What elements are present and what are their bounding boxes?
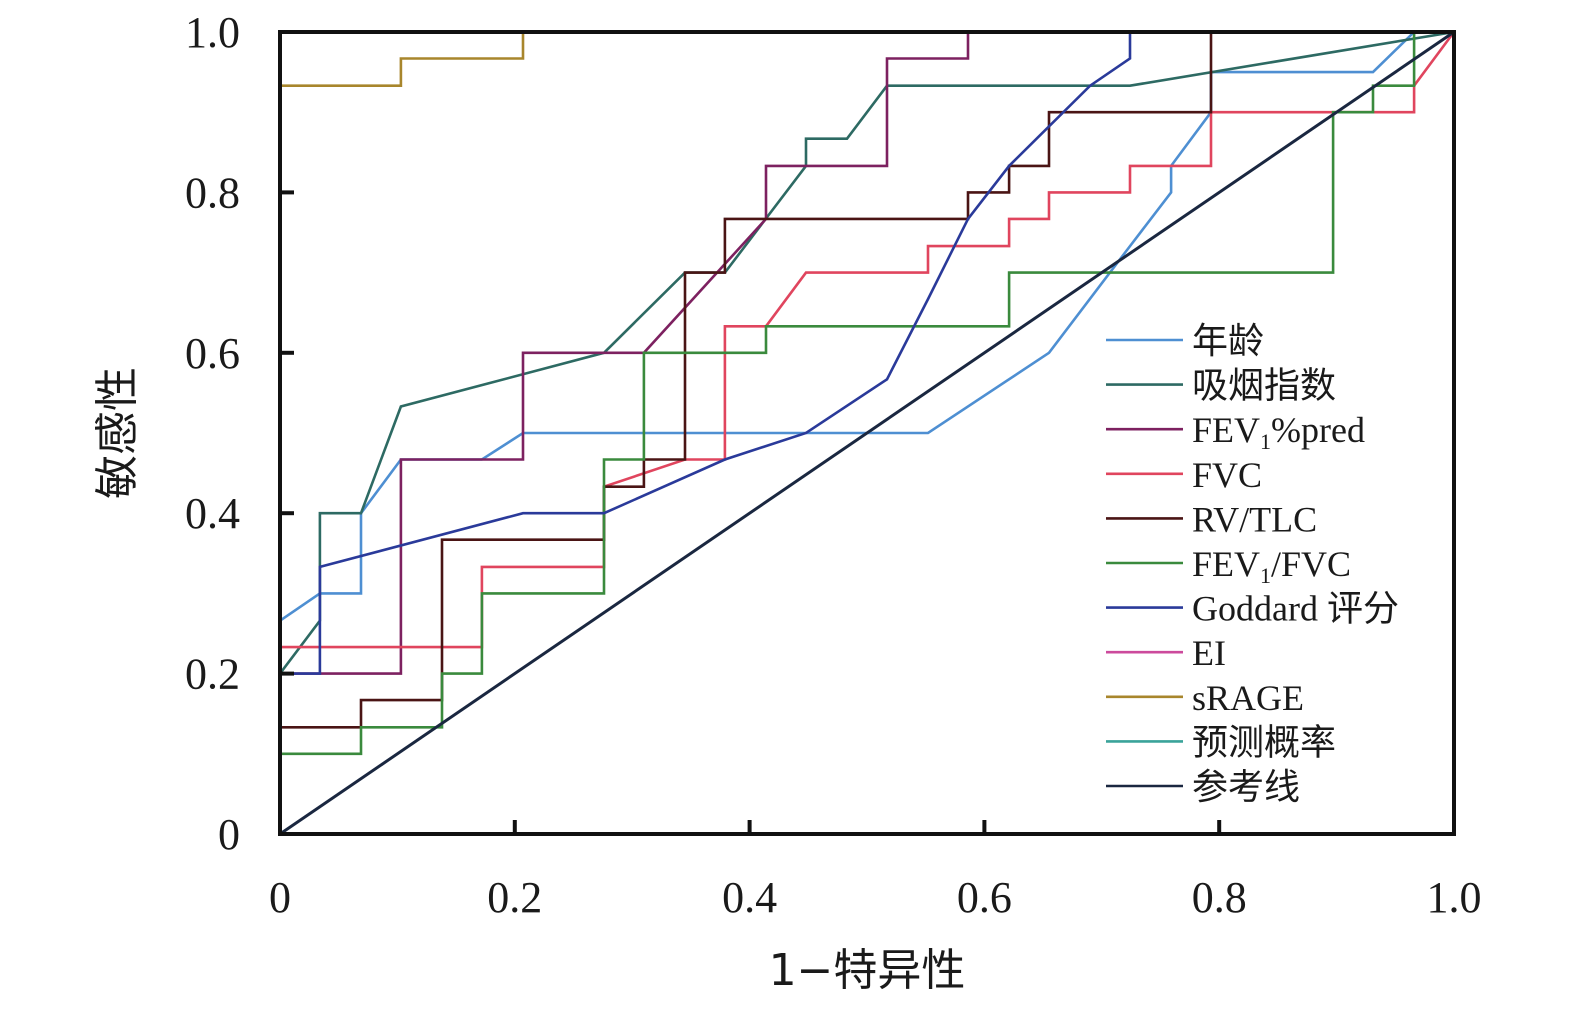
legend-label: sRAGE [1192,678,1304,718]
series-line-11 [279,30,1455,836]
series-line-5 [280,30,1454,729]
legend-item: FEV1/FVC [1106,544,1351,588]
legend-label: FEV1/FVC [1192,544,1351,588]
y-axis-title: 敏感性 [92,367,143,499]
series-line-1 [279,30,1454,622]
y-tick-label: 0.4 [185,489,240,538]
ticks-layer: 0 0.2 0.4 0.6 0.8 1.0 0 0.2 0.4 0.6 0.8 1.0 [185,8,1482,922]
x-tick-label: 0.4 [722,873,777,922]
legend-item: RV/TLC [1106,499,1317,539]
legend-item: 预测概率 [1106,722,1336,762]
legend-label: RV/TLC [1192,499,1317,539]
legend-label: 预测概率 [1192,722,1336,762]
x-tick-label: 0.2 [487,873,542,922]
legend-label: FVC [1192,455,1262,495]
legend-item: 参考线 [1106,767,1300,807]
legend-label: 年龄 [1192,321,1264,361]
legend-item: FVC [1106,455,1262,495]
plot-frame [278,30,1456,836]
legend-label: 吸烟指数 [1192,366,1336,406]
legend-label: 参考线 [1192,767,1300,807]
series-line-7 [280,30,1454,675]
x-tick-label: 0.8 [1192,873,1247,922]
x-tick-label: 0 [269,873,291,922]
y-tick-label: 0 [218,810,240,859]
legend-item: sRAGE [1106,678,1304,718]
legend-label: EI [1192,633,1226,673]
y-tick-label: 1.0 [185,8,240,57]
series-line-6 [280,30,1454,756]
y-tick-label: 0.8 [185,168,240,217]
series-line-9 [280,30,1454,87]
legend-label: Goddard 评分 [1192,589,1399,629]
legend-item: 年龄 [1106,321,1264,361]
y-tick-label: 0.6 [185,329,240,378]
legend-item: 吸烟指数 [1106,366,1336,406]
x-tick-label: 1.0 [1427,873,1482,922]
legend-item: Goddard 评分 [1106,589,1399,629]
legend-label: FEV1%pred [1192,410,1365,454]
legend-item: FEV1%pred [1106,410,1365,454]
y-tick-label: 0.2 [185,650,240,699]
legend-item: EI [1106,633,1226,673]
x-axis-title: 1−特异性 [769,945,966,996]
x-tick-label: 0.6 [957,873,1012,922]
